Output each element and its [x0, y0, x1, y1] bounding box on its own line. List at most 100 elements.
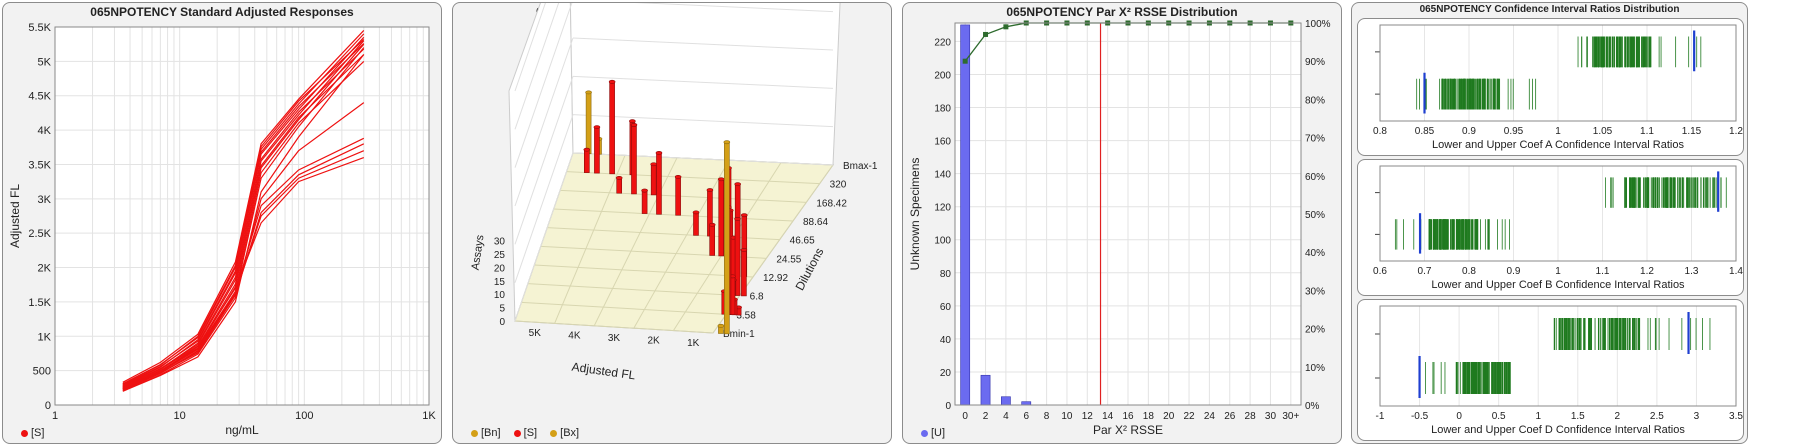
x-tick-label: 4K — [568, 331, 581, 342]
y-tick-label: 2K — [38, 263, 52, 275]
bar-3d — [584, 149, 590, 173]
bar-cap — [630, 123, 638, 127]
z-tick-label: 5 — [499, 304, 505, 315]
x-tick-label: 1.2 — [1729, 126, 1743, 137]
coef-d-subpanel: -1 -0.5 0 0.5 1 1.5 2 2.5 3 3.5 Lower and Upper Co… — [1357, 299, 1744, 441]
x-tick-label: 2K — [647, 335, 660, 346]
x-tick-label: 0.95 — [1504, 126, 1524, 137]
legend-dot-u — [921, 429, 928, 437]
x-tick-label: 3.5 — [1729, 411, 1743, 422]
y-tick-label: 12.92 — [763, 273, 788, 284]
y-tick-label: 4K — [38, 125, 52, 137]
z-tick-label: 25 — [494, 250, 506, 261]
x-tick-label: 0.9 — [1462, 126, 1476, 137]
bar-3d — [594, 126, 600, 174]
x-tick-label: 2 — [1615, 411, 1621, 422]
standard-curve-line — [122, 102, 365, 392]
floor-gridline — [554, 155, 626, 324]
y-tick-label: 168.42 — [816, 198, 847, 209]
x-tick-label: 12 — [1082, 411, 1094, 422]
x-tick-label: 1K — [422, 410, 436, 422]
y-tick-label: 100 — [934, 236, 951, 247]
x-tick-label: -0.5 — [1411, 411, 1429, 422]
floor-gridline — [514, 320, 714, 334]
bar-cap — [708, 222, 716, 227]
bar-cap — [692, 210, 700, 215]
legend-dot-bn — [471, 429, 478, 437]
bar-3d — [675, 176, 681, 216]
x-tick-label: 0.85 — [1415, 126, 1435, 137]
coef-a-subpanel: 0.8 0.85 0.9 0.95 1 1.05 1.1 1.15 1.2 Lower and U… — [1357, 18, 1744, 156]
legend-dot-bx — [550, 429, 558, 437]
y2-tick-label: 20% — [1305, 325, 1325, 336]
response-distribution-3d-chart[interactable]: 0 5 10 15 20 25 30 5K 4K 3K 2K 1K Bmin-1 3.58 6.8 12.92… — [453, 3, 892, 444]
y-tick-label: 200 — [934, 70, 951, 81]
z-gridline — [572, 37, 834, 51]
coef-b-subpanel: 0.6 0.7 0.8 0.9 1 1.1 1.2 1.3 1.4 Lower and Upper… — [1357, 159, 1744, 296]
plot-frame — [1379, 165, 1737, 262]
y-tick-label: 5K — [38, 56, 52, 68]
x-axis-label: Adjusted FL — [571, 360, 637, 383]
histogram-bar — [960, 24, 971, 406]
y-tick-label: 3.58 — [736, 310, 756, 321]
panel3-title: 065NPOTENCY Par X² RSSE Distribution — [1006, 5, 1238, 19]
bar-3d — [656, 152, 662, 215]
y-tick-label: 220 — [934, 37, 951, 48]
y-tick-label: 0 — [45, 400, 51, 412]
y-tick-label: Bmin-1 — [723, 329, 755, 340]
x-tick-label: 0 — [962, 411, 968, 422]
y-tick-label: 500 — [33, 366, 51, 378]
x-tick-label: 24 — [1204, 411, 1216, 422]
x-tick-label: 18 — [1143, 411, 1155, 422]
histogram-bar — [980, 374, 991, 406]
bar-cap — [608, 79, 616, 84]
x-tick-label: 0.7 — [1418, 266, 1432, 277]
y-tick-label: 40 — [940, 335, 952, 346]
bar-cap — [593, 125, 601, 130]
y-tick-label: 1K — [38, 331, 52, 343]
bar-cap — [650, 162, 657, 167]
strip-axis-label: Lower and Upper Coef A Confidence Interv… — [1432, 139, 1684, 151]
x-tick-label: 1.1 — [1640, 126, 1654, 137]
plot-frame — [54, 26, 430, 406]
x-tick-label: 22 — [1183, 411, 1195, 422]
y-tick-label: Bmax-1 — [843, 161, 878, 172]
bar-cap — [655, 151, 663, 155]
rsse-histogram-chart: 0204060801001201401601802002200%10%20%30… — [908, 19, 1331, 437]
standard-curve-line — [122, 38, 365, 385]
y-tick-label: 20 — [940, 368, 952, 379]
y2-tick-label: 40% — [1305, 248, 1325, 259]
x-tick-label: 5K — [529, 328, 542, 339]
z-gridline — [514, 76, 574, 245]
y-tick-label: 5.5K — [28, 22, 51, 34]
coef-a-strip-chart: 0.8 0.85 0.9 0.95 1 1.05 1.1 1.15 1.2 Lower and U… — [1373, 24, 1743, 151]
cumulative-point — [983, 31, 989, 37]
y-axis-label: Adjusted FL — [8, 184, 22, 248]
strip-axis-label: Lower and Upper Coef B Confidence Interv… — [1431, 279, 1685, 291]
z-gridline — [514, 3, 560, 130]
standard-curve-line — [122, 143, 365, 390]
x-tick-label: 20 — [1163, 411, 1175, 422]
x-axis-label: ng/mL — [225, 423, 259, 437]
z-gridline — [514, 3, 546, 92]
y-tick-label: 2.5K — [28, 228, 51, 240]
z-tick-label: 10 — [494, 290, 506, 301]
legend-label-s: [S] — [523, 427, 538, 439]
y-tick-label: 3.5K — [28, 159, 51, 171]
x-tick-label: 26 — [1224, 411, 1236, 422]
bar-cap — [615, 175, 623, 180]
bar-cap — [723, 140, 731, 145]
x-tick-label: 3K — [608, 333, 621, 344]
z-gridline — [572, 114, 834, 128]
y-tick-label: 24.55 — [776, 254, 801, 265]
z-tick-label: 0 — [499, 317, 505, 328]
bar-cap — [734, 182, 741, 187]
x-tick-label: 1.05 — [1593, 126, 1613, 137]
y2-tick-label: 100% — [1305, 19, 1331, 30]
x-tick-label: 1.4 — [1729, 266, 1743, 277]
floor-gridline — [521, 301, 727, 315]
bar-cap — [717, 177, 725, 182]
y-tick-label: 320 — [830, 180, 847, 191]
y2-tick-label: 30% — [1305, 286, 1325, 297]
x-tick-label: 1.1 — [1596, 266, 1610, 277]
